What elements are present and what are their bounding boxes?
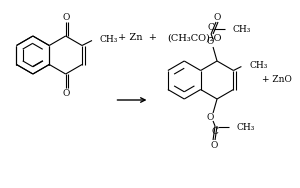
Text: C: C <box>212 127 218 136</box>
Text: + Zn  +: + Zn + <box>118 33 157 42</box>
Text: O: O <box>206 114 214 123</box>
Text: O: O <box>63 12 70 21</box>
Text: CH₃: CH₃ <box>233 24 251 33</box>
Text: O: O <box>210 140 218 149</box>
Text: O: O <box>206 37 214 46</box>
Text: CH₃: CH₃ <box>237 123 255 131</box>
Text: O: O <box>63 89 70 98</box>
Text: CH₃: CH₃ <box>249 61 268 70</box>
Text: + ZnO: + ZnO <box>262 76 292 84</box>
Text: (CH₃CO)₂O: (CH₃CO)₂O <box>167 33 222 42</box>
Text: C: C <box>208 24 214 33</box>
Text: O: O <box>213 12 221 21</box>
Text: CH₃: CH₃ <box>100 35 118 44</box>
